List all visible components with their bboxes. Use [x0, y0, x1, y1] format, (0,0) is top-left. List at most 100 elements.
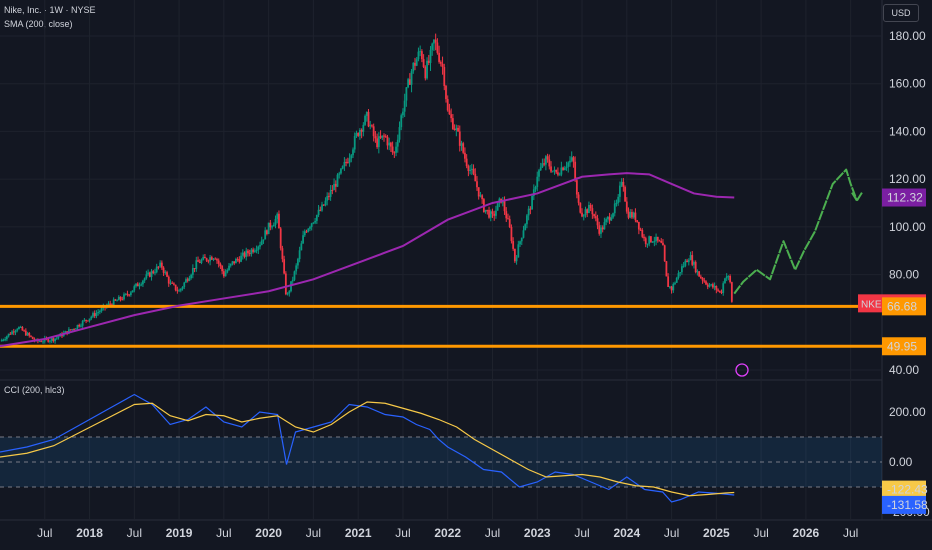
price-tick-label: 100.00: [889, 220, 926, 234]
time-tick-label: 2026: [793, 526, 820, 540]
candle-body: [143, 278, 146, 281]
candle-body: [570, 157, 573, 161]
candle-body: [302, 235, 304, 244]
candle-body: [675, 277, 678, 283]
candle-body: [522, 230, 525, 238]
candle-body: [345, 161, 348, 163]
candle-body: [512, 241, 515, 249]
candle-body: [169, 282, 172, 284]
candle-body: [18, 327, 20, 330]
candle-body: [198, 261, 201, 263]
candle-body: [619, 185, 621, 197]
candle-body: [513, 248, 516, 262]
candle-body: [371, 125, 373, 127]
candle-body: [622, 181, 625, 188]
candle-body: [402, 111, 404, 116]
candle-body: [288, 291, 291, 294]
sma-legend[interactable]: SMA (200, close): [4, 19, 73, 29]
candle-body: [407, 79, 410, 88]
candle-body: [515, 257, 518, 262]
candle-body: [491, 211, 494, 214]
cci-line: [0, 393, 735, 503]
candle-body: [706, 284, 709, 287]
candle-body: [142, 280, 144, 285]
candle-body: [653, 241, 656, 243]
candle-body: [615, 202, 618, 204]
candle-body: [369, 125, 372, 127]
candle-body: [455, 127, 458, 130]
candle-body: [150, 271, 153, 277]
time-tick-label: 2024: [613, 526, 640, 540]
candle-body: [283, 259, 286, 274]
candle-body: [229, 263, 232, 266]
candle-body: [42, 341, 44, 343]
candle-body: [197, 260, 199, 262]
cci-legend[interactable]: CCI (200, hlc3): [4, 385, 65, 395]
candle-body: [160, 262, 163, 268]
candle-body: [164, 272, 167, 274]
candle-body: [467, 166, 470, 171]
level-label-bg: [882, 297, 926, 316]
candle-body: [696, 271, 699, 273]
candle-body: [639, 229, 642, 231]
candle-body: [725, 276, 728, 279]
projection-arrowhead: [851, 192, 863, 202]
candle-body: [479, 195, 482, 197]
currency-button[interactable]: USD: [883, 4, 919, 22]
candle-body: [293, 271, 296, 280]
candle-body: [321, 204, 323, 211]
candle-body: [333, 183, 335, 191]
candle-body: [322, 204, 325, 206]
candle-body: [236, 258, 239, 260]
candle-body: [49, 340, 51, 342]
candle-body: [489, 211, 492, 218]
candle-body: [123, 294, 125, 300]
candle-body: [427, 60, 430, 63]
candle-body: [204, 256, 206, 259]
candle-body: [534, 187, 537, 190]
candle-body: [586, 209, 589, 214]
candle-body: [224, 272, 227, 277]
candle-body: [334, 183, 337, 187]
candle-body: [83, 319, 86, 321]
candle-body: [250, 249, 253, 254]
candle-body: [238, 259, 241, 262]
candle-body: [474, 173, 477, 182]
time-tick-label: Jul: [37, 526, 52, 540]
candle-body: [276, 213, 279, 219]
candle-body: [684, 260, 687, 266]
candle-body: [720, 291, 723, 293]
candle-body: [462, 143, 465, 153]
candle-body: [278, 213, 280, 229]
candle-body: [31, 336, 34, 340]
candle-body: [228, 265, 230, 271]
candle-body: [408, 79, 411, 85]
candle-body: [183, 282, 186, 287]
candle-body: [708, 285, 711, 287]
candle-body: [0, 340, 3, 342]
candle-body: [176, 290, 179, 292]
time-tick-label: Jul: [395, 526, 410, 540]
candle-body: [472, 168, 475, 174]
time-tick-label: 2021: [345, 526, 372, 540]
candle-body: [245, 250, 248, 257]
candle-body: [713, 285, 716, 288]
candle-body: [138, 285, 141, 287]
candle-body: [486, 209, 489, 211]
candle-body: [348, 158, 351, 163]
candle-body: [517, 244, 520, 258]
candle-body: [271, 226, 273, 228]
candle-body: [481, 195, 484, 200]
candle-body: [133, 286, 136, 291]
candle-body: [171, 282, 174, 284]
candle-body: [315, 215, 318, 221]
candle-body: [457, 127, 459, 132]
candle-body: [47, 338, 50, 342]
candle-body: [57, 336, 60, 338]
candle-body: [181, 286, 184, 289]
candle-body: [488, 210, 490, 218]
candle-body: [612, 213, 614, 218]
candle-body: [64, 331, 67, 333]
candle-body: [567, 162, 570, 167]
